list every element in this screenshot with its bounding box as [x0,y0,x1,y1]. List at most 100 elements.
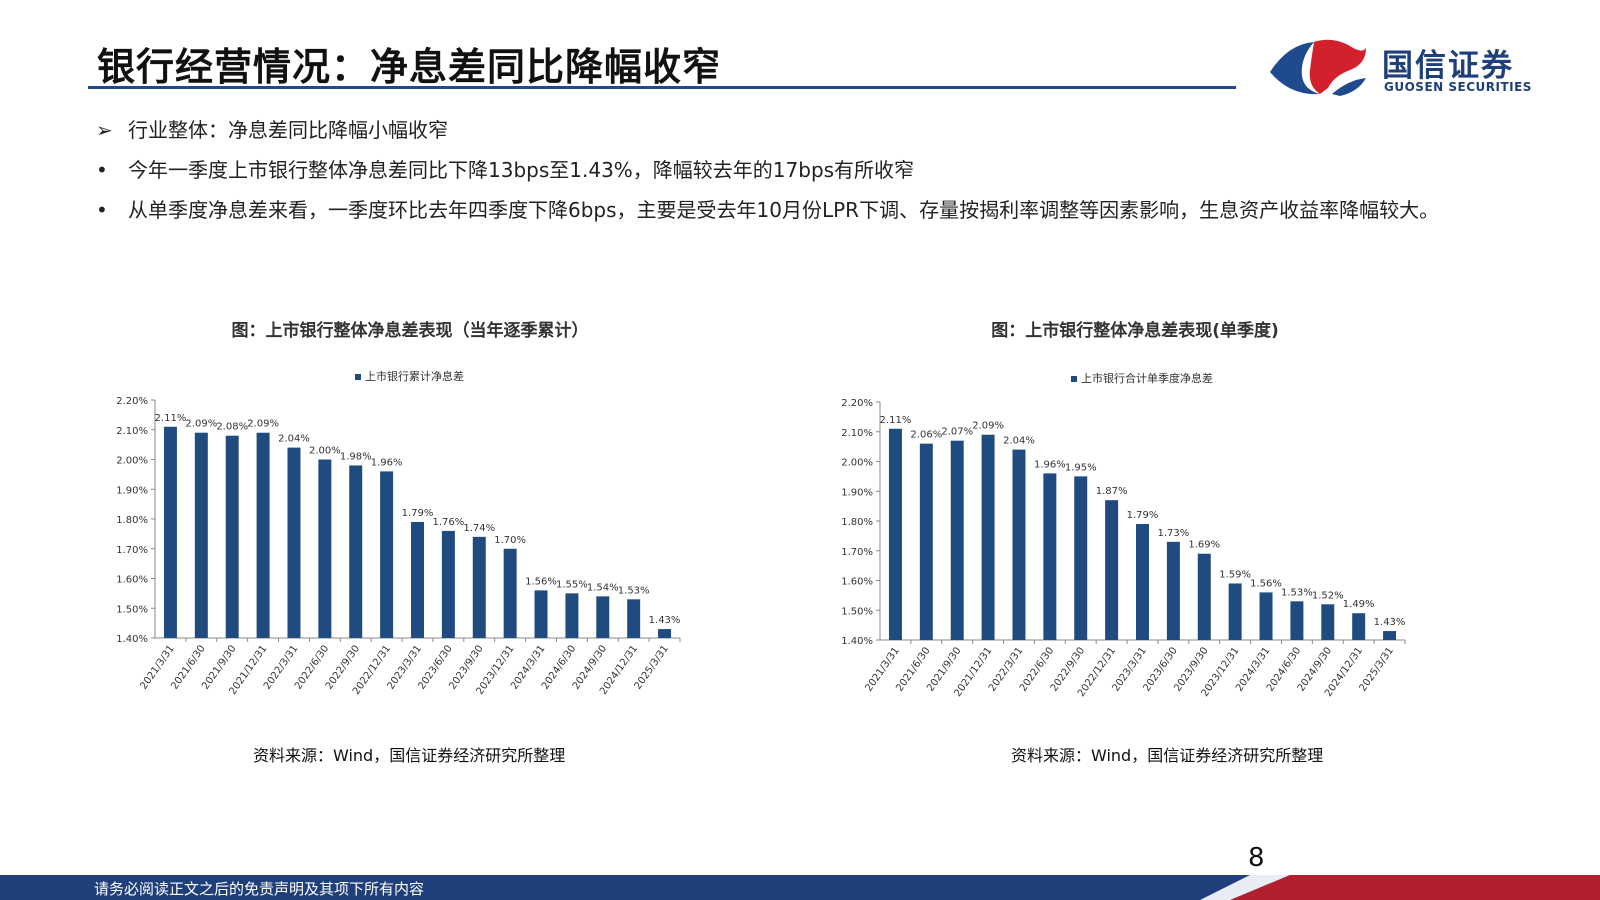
y-tick-label: 2.20% [841,398,873,409]
bar [194,432,208,638]
chart-panel-cumulative: 图：上市银行整体净息差表现（当年逐季累计） 上市银行累计净息差 1.40% 1.5… [110,316,710,736]
logo-text-en: GUOSEN SECURITIES [1384,80,1532,94]
bullet-item: • 从单季度净息差来看，一季度环比去年四季度下降6bps，主要是受去年10月份L… [96,198,1516,222]
legend-label: 上市银行合计单季度净息差 [1081,372,1213,385]
bar [919,443,933,640]
bar [950,440,964,640]
bar [981,434,995,640]
data-label: 1.56% [1250,578,1282,589]
bar [1321,604,1335,640]
bar [1259,592,1273,640]
chart-panel-quarterly: 图：上市银行整体净息差表现(单季度) 上市银行合计单季度净息差 1.40% 1.5… [835,316,1435,736]
data-label: 2.11% [155,413,187,424]
data-label: 2.09% [972,421,1004,432]
data-label: 1.43% [649,615,681,626]
bar [163,426,177,638]
data-label: 1.87% [1096,486,1128,497]
data-label: 1.74% [463,523,495,534]
bar [1074,476,1088,640]
data-label: 1.96% [1034,459,1066,470]
data-label: 1.70% [494,535,526,546]
data-label: 2.00% [309,446,341,457]
data-label: 2.04% [1003,436,1035,447]
y-tick-label: 2.00% [116,456,148,467]
bar [1166,541,1180,640]
bar-chart-quarterly: 1.40% 1.50% 1.60% 1.70% 1.80% 1.90% 2.00% 2.10%… [841,398,1406,699]
y-tick-label: 2.10% [116,426,148,437]
chart-title: 图：上市银行整体净息差表现（当年逐季累计） [231,321,589,341]
dot-bullet-icon: • [96,158,108,182]
bar [349,465,363,638]
chart-title: 图：上市银行整体净息差表现(单季度) [991,321,1279,341]
bullet-text: 今年一季度上市银行整体净息差同比下降13bps至1.43%，降幅较去年的17bp… [128,158,915,182]
bar [225,435,239,638]
arrow-bullet-icon: ➢ [96,118,113,142]
y-tick-label: 1.80% [841,517,873,528]
data-label: 1.79% [1127,510,1159,521]
data-label: 1.96% [371,457,403,468]
data-label: 1.76% [432,517,464,528]
bar [1290,601,1304,640]
y-tick-label: 1.90% [841,487,873,498]
y-tick-label: 1.70% [841,547,873,558]
data-label: 2.09% [247,419,279,430]
data-label: 1.59% [1219,569,1251,580]
legend-swatch [1071,376,1077,382]
bar [627,599,641,638]
data-label: 1.49% [1343,599,1375,610]
bar [565,593,579,638]
data-label: 1.69% [1188,540,1220,551]
data-label: 1.95% [1065,462,1097,473]
bar [472,536,486,638]
data-label: 2.04% [278,434,310,445]
data-label: 1.52% [1312,590,1344,601]
bar [503,548,517,638]
y-tick-label: 1.60% [116,575,148,586]
chart-legend: 上市银行合计单季度净息差 [1071,370,1213,386]
data-label: 1.98% [340,451,372,462]
bar [1228,583,1242,640]
y-tick-label: 1.40% [841,636,873,647]
data-label: 1.53% [1281,587,1313,598]
y-tick-label: 1.90% [116,485,148,496]
y-tick-label: 1.80% [116,515,148,526]
data-label: 1.73% [1157,528,1189,539]
data-label: 1.79% [402,508,434,519]
bar [1197,553,1211,640]
bar [256,432,270,638]
bar [318,459,332,638]
chart-source-left: 资料来源：Wind，国信证券经济研究所整理 [253,746,566,765]
y-tick-label: 2.00% [841,458,873,469]
dot-bullet-icon: • [96,198,108,222]
y-tick-label: 1.60% [841,577,873,588]
data-label: 2.09% [185,419,217,430]
data-label: 2.08% [216,422,248,433]
data-label: 1.53% [618,585,650,596]
logo-mark-icon [1270,39,1366,96]
bar [534,590,548,638]
bar [1136,523,1149,640]
bar [888,428,902,640]
bar [1383,631,1397,640]
bullet-text: 行业整体：净息差同比降幅小幅收窄 [128,118,448,142]
bullet-item: • 今年一季度上市银行整体净息差同比下降13bps至1.43%，降幅较去年的17… [96,158,1516,182]
y-tick-label: 1.50% [116,604,148,615]
bar [287,447,301,638]
page-title: 银行经营情况：净息差同比降幅收窄 [97,45,722,89]
bar [441,530,455,638]
data-label: 2.06% [910,430,942,441]
chart-source-right: 资料来源：Wind，国信证券经济研究所整理 [1011,746,1324,765]
y-tick-label: 1.40% [116,634,148,645]
logo-text-cn: 国信证券 [1382,48,1514,84]
bar [1105,500,1119,640]
footer-disclaimer: 请务必阅读正文之后的免责声明及其项下所有内容 [94,880,425,898]
bar [380,471,394,638]
legend-swatch [355,374,361,380]
data-label: 1.43% [1374,617,1406,628]
title-divider [88,86,1236,89]
bar [658,629,672,638]
bullet-text: 从单季度净息差来看，一季度环比去年四季度下降6bps，主要是受去年10月份LPR… [128,198,1440,222]
data-label: 2.07% [941,427,973,438]
data-label: 1.56% [525,576,557,587]
bar [596,596,610,638]
